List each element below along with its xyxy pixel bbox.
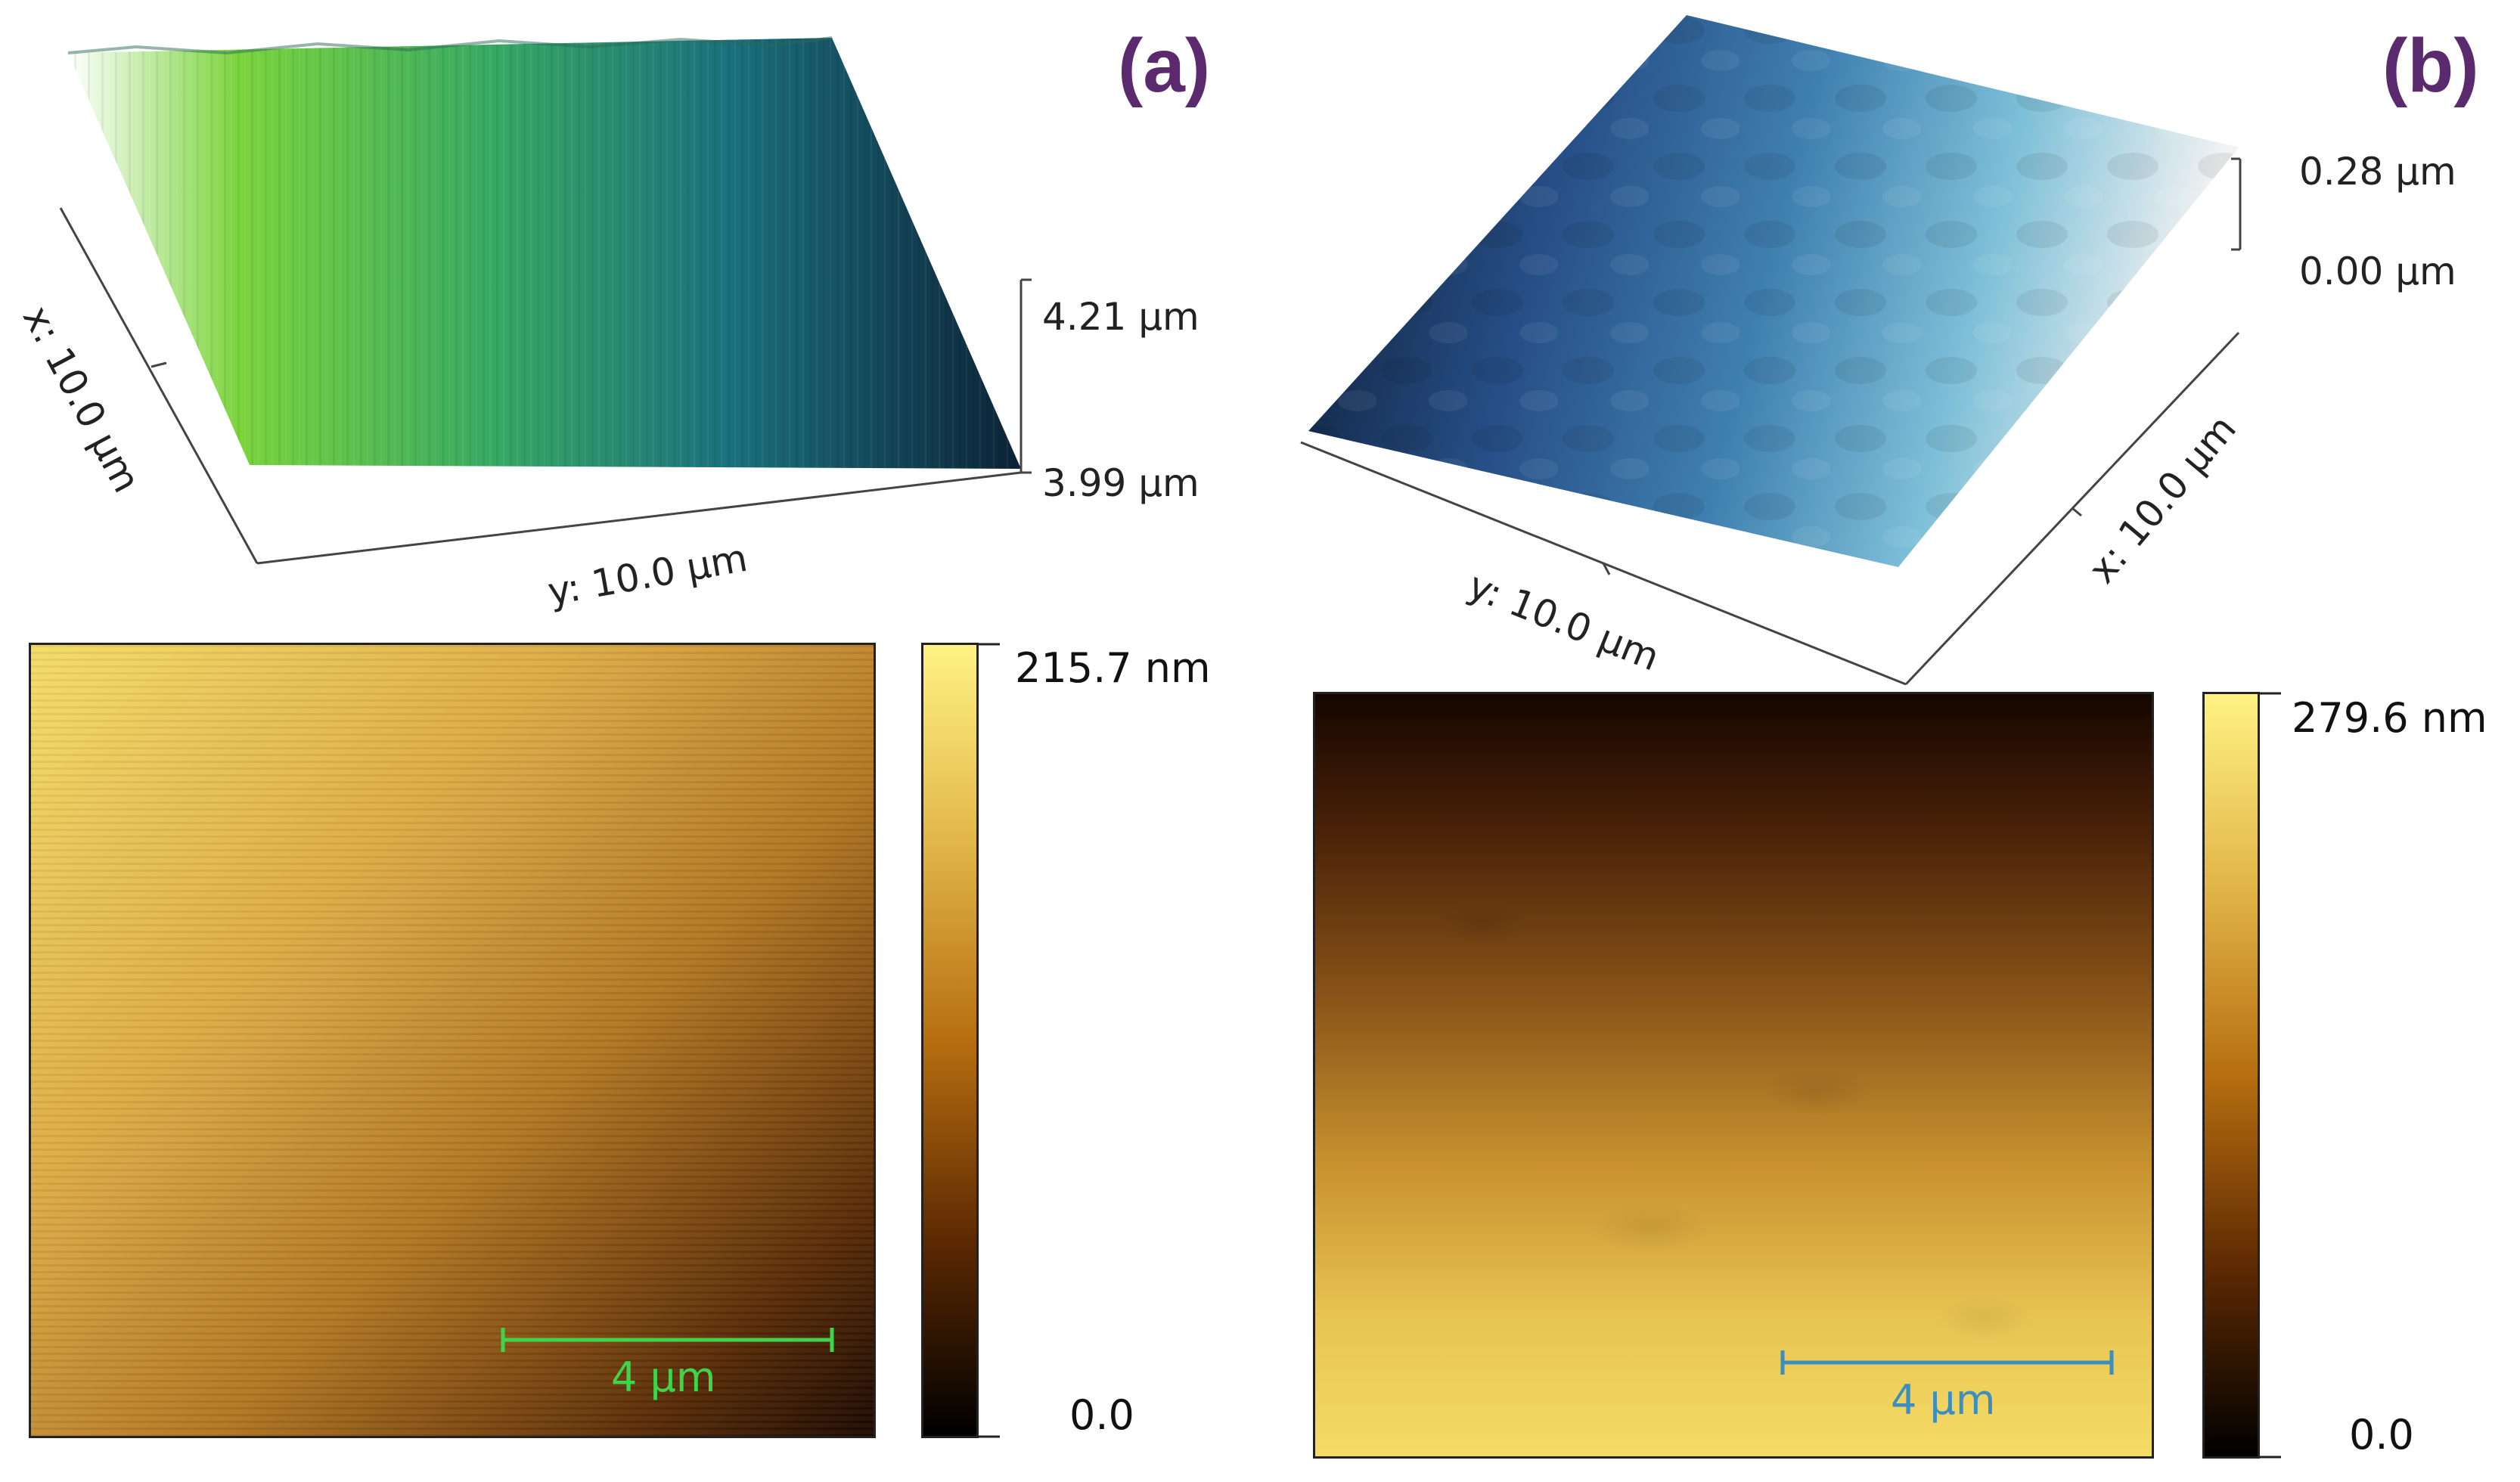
panel-b-3d-axes	[1300, 157, 2242, 686]
panel-a-z-max: 4.21 µm	[1042, 295, 1199, 339]
panel-a-colorbar-min: 0.0	[1069, 1391, 1134, 1439]
panel-b-height-map	[1313, 692, 2154, 1459]
panel-a-colorbar-ticks	[979, 643, 1000, 1438]
panel-b-z-min: 0.00 µm	[2299, 250, 2456, 293]
panel-a-colorbar-max: 215.7 nm	[1015, 644, 1211, 692]
panel-a-3d-surface	[59, 36, 1032, 565]
panel-a-z-min: 3.99 µm	[1042, 461, 1199, 505]
panel-b-scale-bar	[1780, 1350, 2114, 1375]
panel-b-label: (b)	[2382, 23, 2479, 108]
panel-a-scale-bar	[501, 1328, 834, 1352]
panel-b-z-max: 0.28 µm	[2299, 150, 2456, 194]
panel-a-3d-axes	[59, 207, 1032, 565]
panel-b-scale-bar-label: 4 µm	[1891, 1376, 1996, 1424]
panel-b-colorbar	[2202, 692, 2260, 1459]
panel-a-scale-bar-label: 4 µm	[611, 1353, 716, 1401]
panel-b-3d-surface	[1300, 15, 2242, 686]
panel-b-colorbar-min: 0.0	[2349, 1411, 2414, 1459]
panel-a-colorbar	[921, 643, 979, 1438]
panel-b-colorbar-max: 279.6 nm	[2292, 694, 2487, 742]
panel-b-colorbar-ticks	[2260, 692, 2281, 1459]
panel-a-height-map	[29, 643, 876, 1438]
panel-a-label: (a)	[1118, 23, 1211, 108]
